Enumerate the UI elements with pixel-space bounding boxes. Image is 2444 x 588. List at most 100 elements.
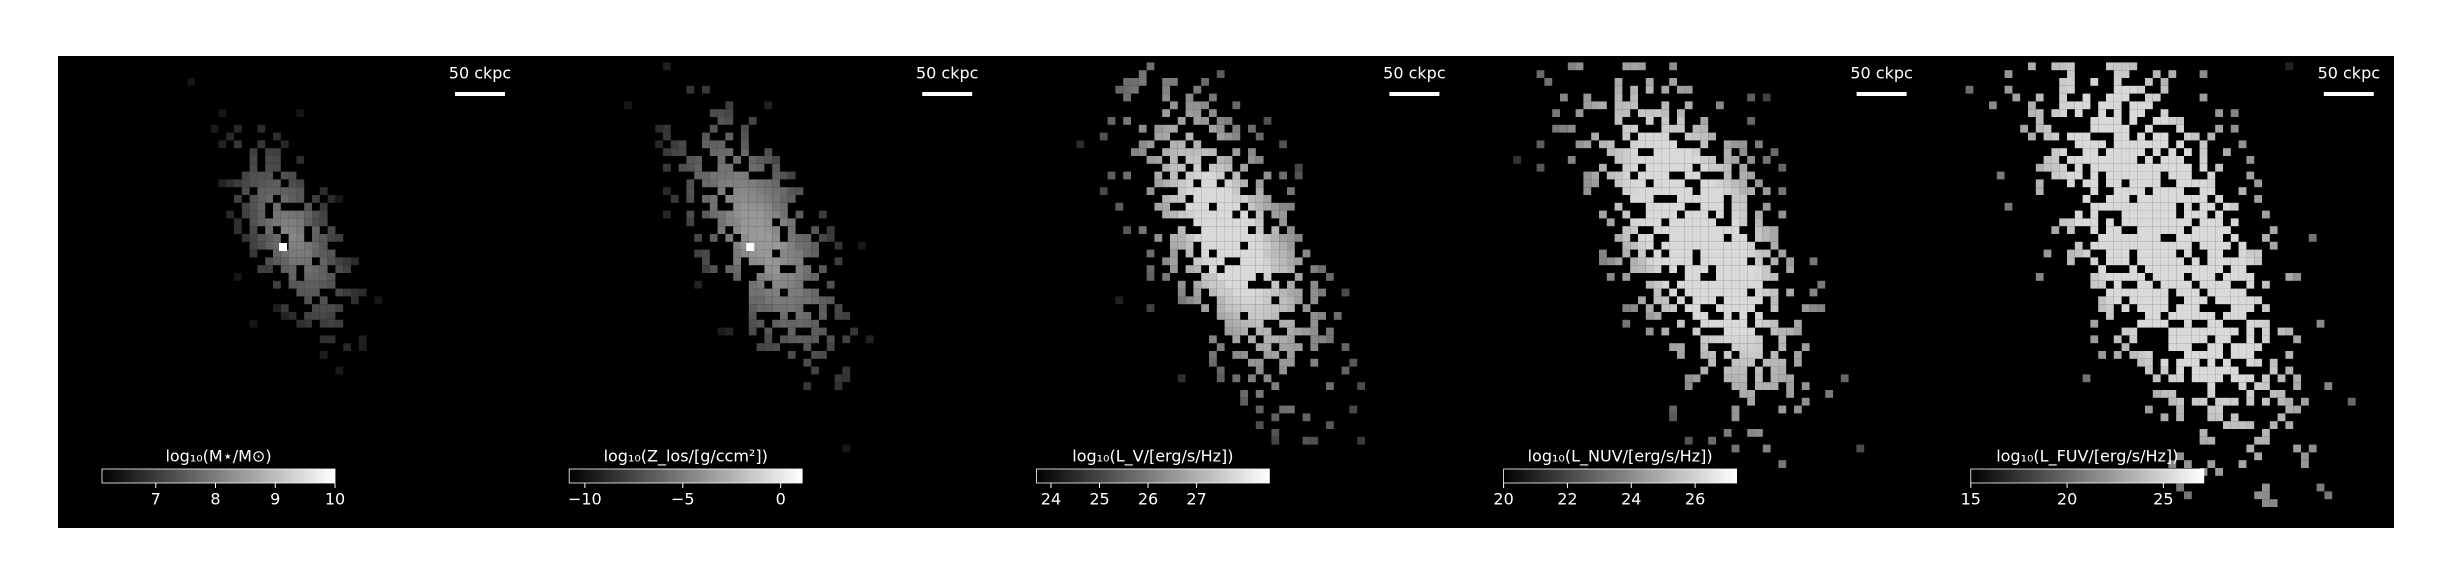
pixel: [1614, 171, 1623, 180]
pixel: [1614, 78, 1623, 86]
pixel: [702, 140, 710, 149]
pixel: [764, 327, 773, 336]
pixel: [2098, 296, 2106, 305]
pixel: [1209, 226, 1217, 234]
pixel: [1263, 195, 1272, 203]
pixel: [2215, 124, 2223, 133]
pixel: [1700, 351, 1709, 359]
pixel: [312, 304, 320, 312]
pixel: [1248, 257, 1256, 266]
pixel: [1794, 405, 1802, 414]
pixel: [1232, 374, 1241, 383]
pixel: [1177, 234, 1186, 242]
pixel: [1271, 234, 1280, 242]
pixel: [2215, 319, 2223, 328]
pixel: [842, 335, 851, 344]
pixel: [2145, 226, 2153, 234]
pixel: [1224, 226, 1233, 234]
pixel: [2215, 374, 2223, 383]
pixel: [1747, 156, 1755, 164]
pixel: [1755, 335, 1763, 344]
pixel: [1240, 234, 1248, 242]
pixel: [2137, 257, 2145, 266]
pixel: [2168, 280, 2177, 289]
pixel: [1677, 148, 1685, 156]
pixel: [2230, 234, 2239, 242]
pixel: [2316, 483, 2325, 492]
pixel: [780, 296, 788, 305]
pixel: [257, 179, 266, 188]
pixel: [2152, 179, 2161, 188]
pixel: [2168, 257, 2177, 266]
pixel: [1248, 249, 1256, 258]
pixel: [694, 163, 702, 172]
pixel: [1739, 374, 1748, 383]
pixel: [756, 195, 765, 203]
pixel: [257, 202, 266, 211]
pixel: [1661, 148, 1670, 156]
pixel: [1684, 218, 1693, 227]
pixel: [2152, 117, 2161, 125]
pixel: [733, 273, 741, 281]
pixel: [1575, 109, 1584, 117]
pixel: [2129, 85, 2138, 94]
pixel: [1708, 319, 1716, 328]
pixel: [803, 319, 812, 328]
pixel: [787, 319, 796, 328]
pixel: [1193, 280, 1202, 289]
pixel: [1677, 296, 1685, 305]
pixel: [663, 124, 671, 133]
pixel: [741, 210, 749, 219]
pixel: [2215, 195, 2223, 203]
pixel: [1224, 265, 1233, 273]
pixel: [2191, 374, 2200, 383]
pixel: [2121, 234, 2130, 242]
pixel: [1255, 257, 1264, 266]
scale-bar: [1856, 92, 1907, 96]
pixel: [2262, 234, 2270, 242]
pixel: [2051, 156, 2060, 164]
pixel: [2277, 374, 2286, 383]
pixel: [1755, 234, 1763, 242]
pixel: [2238, 187, 2247, 195]
pixel: [2199, 234, 2208, 242]
pixel: [1099, 187, 1108, 195]
pixel: [296, 218, 305, 227]
pixel: [2184, 351, 2192, 359]
pixel: [1115, 202, 1124, 211]
pixel: [2082, 148, 2091, 156]
pixel: [288, 280, 297, 289]
pixel: [1809, 288, 1818, 297]
pixel: [1255, 226, 1264, 234]
pixel: [2223, 358, 2231, 367]
pixel: [1326, 273, 1334, 281]
pixel: [725, 109, 734, 117]
pixel: [2223, 226, 2231, 234]
pixel: [1692, 210, 1701, 219]
pixel: [1567, 62, 1576, 71]
pixel: [1762, 234, 1771, 242]
pixel: [2254, 491, 2262, 500]
pixel: [1279, 288, 1287, 297]
pixel: [1684, 288, 1693, 297]
pixel: [2106, 124, 2114, 133]
pixel: [2113, 109, 2122, 117]
pixel: [1310, 319, 1319, 328]
pixel: [2199, 226, 2208, 234]
pixel: [1630, 241, 1638, 250]
pixel: [1692, 124, 1701, 133]
pixel: [1193, 148, 1202, 156]
pixel: [1177, 179, 1186, 188]
pixel: [1739, 265, 1748, 273]
pixel: [733, 171, 741, 180]
pixel: [1786, 374, 1794, 383]
pixel: [1747, 241, 1755, 250]
pixel: [1310, 358, 1319, 367]
pixel: [780, 171, 788, 180]
pixel: [1723, 148, 1732, 156]
pixel: [741, 202, 749, 211]
pixel: [733, 187, 741, 195]
pixel: [803, 358, 812, 367]
pixel: [2230, 273, 2239, 281]
pixel: [1255, 156, 1264, 164]
